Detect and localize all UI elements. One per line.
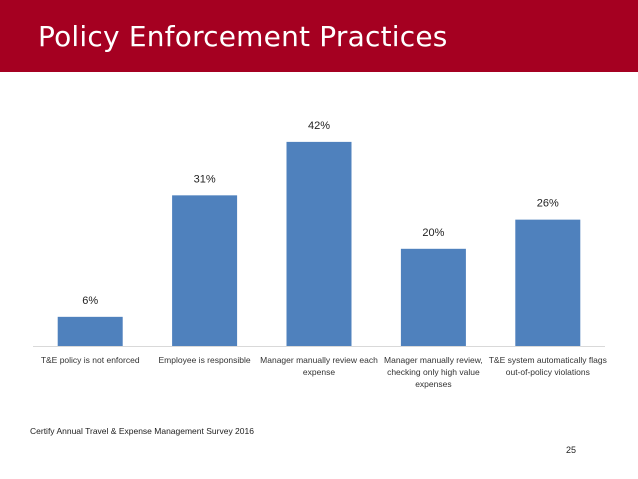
data-label-1: 31% [194, 173, 216, 185]
bar-4 [515, 219, 581, 346]
bar-2 [286, 141, 352, 346]
bar-1 [172, 195, 238, 346]
source-citation: Certify Annual Travel & Expense Manageme… [30, 426, 254, 436]
bar-chart-svg: 6% 31% 42% 20% 26% [33, 120, 605, 347]
slide-header: Policy Enforcement Practices [0, 0, 638, 72]
category-label-0: T&E policy is not enforced [40, 355, 140, 365]
data-label-4: 26% [537, 198, 559, 210]
data-label-3: 20% [422, 227, 444, 239]
category-label-3: Manager manually review, checking only h… [384, 355, 483, 389]
data-label-2: 42% [308, 120, 330, 132]
category-label-2: Manager manually review each expense [260, 355, 378, 377]
data-label-0: 6% [82, 295, 98, 307]
bar-0 [57, 316, 123, 346]
slide-title: Policy Enforcement Practices [38, 20, 448, 53]
category-label-1: Employee is responsible [158, 355, 251, 365]
bar-3 [400, 248, 466, 346]
category-label-4: T&E system automatically flags out-of-po… [488, 355, 607, 377]
page-number: 25 [566, 445, 577, 455]
bar-chart: 6% 31% 42% 20% 26% T&E policy is not enforce… [0, 72, 638, 412]
